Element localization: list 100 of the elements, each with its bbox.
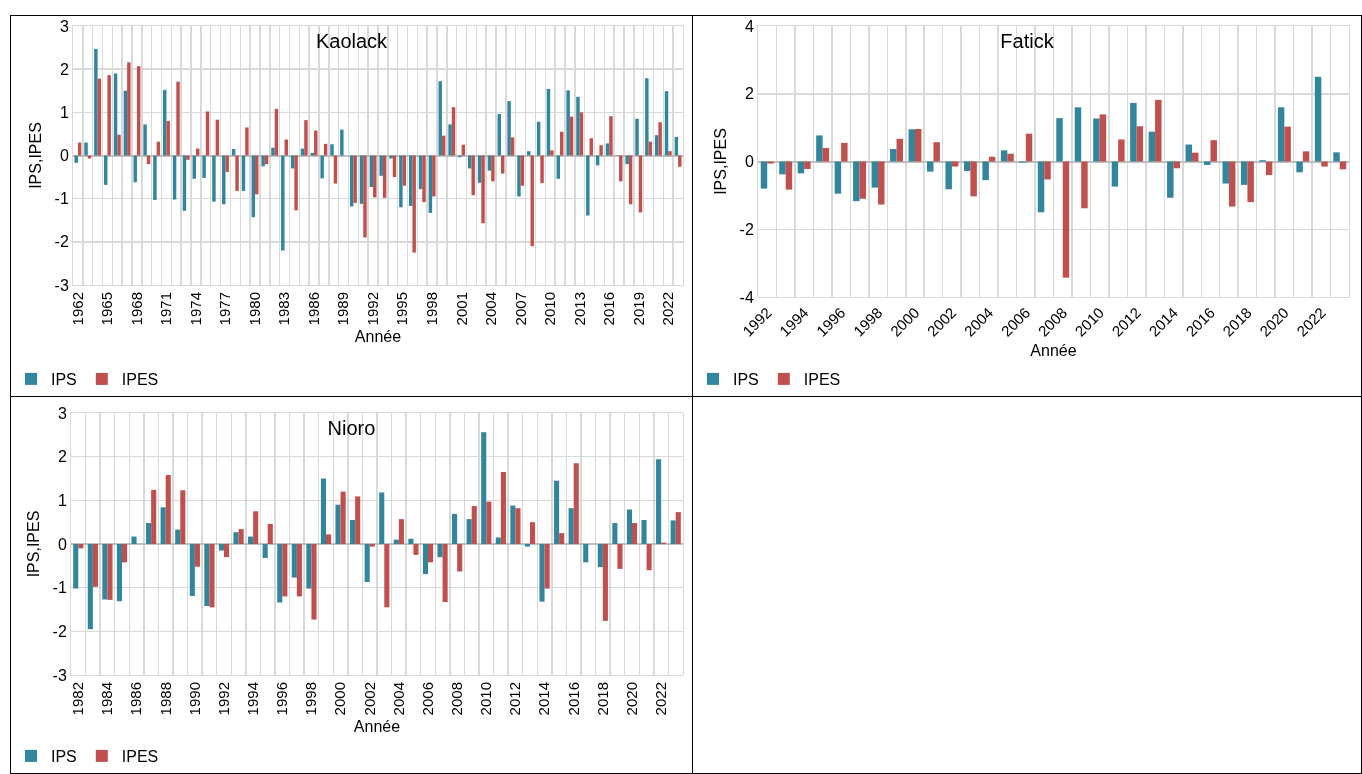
bar [767,161,774,164]
legend-label: IPS [51,371,77,389]
bar [306,544,312,589]
bar [658,122,662,156]
y-tick-label: 0 [744,153,754,171]
bar [235,155,239,191]
bar [1185,144,1193,162]
bar [393,539,399,544]
bar [350,519,356,544]
legend-label: IPES [803,371,841,389]
y-tick-label: 0 [57,535,67,553]
bar [566,90,570,156]
y-tick-label: 0 [59,147,69,165]
bar [248,536,254,544]
bar [1247,161,1254,203]
x-tick-label: 1980 [245,292,263,326]
x-tick-label: 1998 [302,682,320,716]
bar [151,489,157,544]
bar [320,478,326,544]
bar [609,116,613,156]
bar [678,155,682,167]
chart-title: Fatick [1000,30,1055,53]
bar [834,161,842,194]
bar [1333,152,1340,162]
bar [122,544,128,563]
bar [599,145,603,156]
bar [605,143,610,156]
bar [495,537,501,544]
bar [323,143,328,156]
bar [340,491,346,544]
bar [428,544,434,563]
bar [218,544,224,551]
bar [1321,161,1328,167]
bar [586,155,590,216]
x-tick-label: 2022 [659,292,677,326]
bar [398,519,404,544]
bar [412,155,416,253]
bar [389,155,393,159]
bar [117,134,121,156]
bar [116,544,122,602]
x-tick-label: 1986 [127,682,145,716]
chart-title: Kaolack [315,29,389,52]
legend-label: IPES [121,748,159,766]
bar [625,155,629,165]
bar [271,147,275,156]
x-tick-label: 1988 [156,682,174,716]
bar [641,519,647,544]
bar [1130,102,1137,162]
bar [165,475,171,544]
bar [530,522,536,544]
y-tick-label: -3 [54,276,69,294]
bar [1296,161,1303,173]
x-tick-label: 1989 [334,292,352,326]
bar [224,544,230,558]
bar [320,155,324,179]
x-tick-label: 1996 [273,682,291,716]
bar [127,62,131,156]
bar [517,155,521,197]
bar [896,138,903,162]
bar [253,511,259,544]
bar [988,156,996,162]
bar [238,529,244,544]
bar [355,496,361,544]
bar [261,155,265,167]
bar [74,155,78,163]
bar [87,544,93,630]
x-tick-label: 1974 [186,292,204,326]
bar [413,544,419,555]
legend-label: IPS [51,748,77,766]
x-tick-label: 2018 [593,682,611,716]
y-axis-title: IPS,IPES [712,128,730,195]
bar [1228,161,1236,207]
bar [510,505,516,544]
bar [1167,161,1174,198]
legend-label: IPS [733,371,759,389]
bar [515,508,521,544]
bar [202,155,206,178]
bar [107,544,113,600]
y-tick-label: 1 [57,491,67,509]
bar [635,118,639,156]
x-tick-label: 1971 [157,292,175,326]
bar [1044,161,1051,180]
bar [1099,114,1107,162]
x-tick-label: 2016 [564,682,582,716]
bar [822,147,830,162]
bar [1056,118,1063,162]
bar [890,148,897,162]
bar [1025,133,1033,162]
bar [432,155,436,197]
bar [914,128,922,162]
bar [804,161,811,169]
chart-title: Nioro [327,416,376,439]
bar [982,161,989,181]
bar [1007,153,1014,162]
x-tick-label: 2000 [331,682,349,716]
bar [486,501,492,544]
bar [296,544,302,597]
bar [933,142,940,162]
bar [632,523,638,544]
x-axis-title: Année [353,718,401,736]
